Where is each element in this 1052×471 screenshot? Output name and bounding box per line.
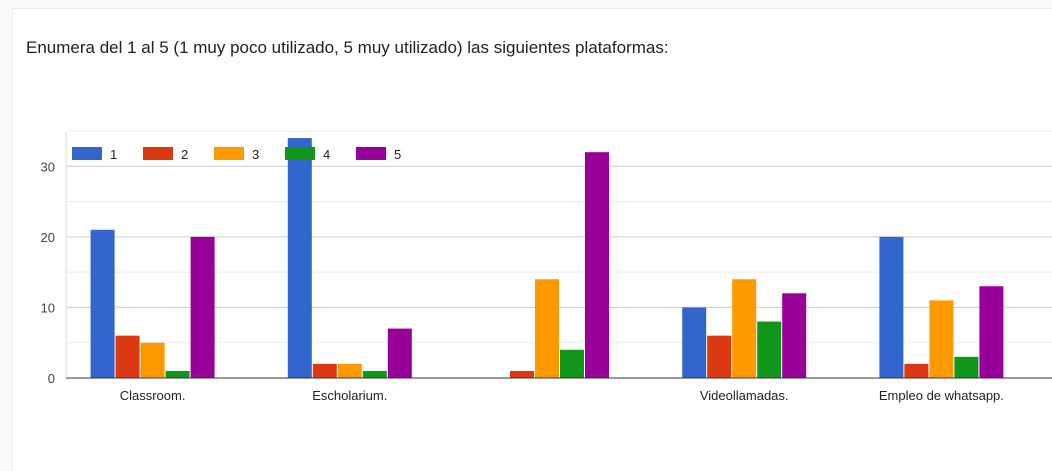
bar-series-1 [90, 229, 115, 378]
bar-series-4 [165, 370, 190, 378]
bar-series-4 [362, 370, 387, 378]
legend: 1 2 3 4 5 [72, 147, 401, 162]
bar-series-3 [929, 300, 954, 378]
bar-series-1 [682, 307, 707, 378]
bar-series-2 [707, 335, 732, 378]
legend-label: 4 [323, 147, 330, 162]
bar-series-5 [782, 293, 807, 378]
legend-swatch [356, 147, 386, 160]
x-axis: Classroom. Escholarium. Videollamadas. Empl… [66, 377, 1052, 403]
bar-series-1 [879, 236, 904, 378]
y-tick-label: 20 [41, 230, 55, 245]
bar-series-5 [190, 236, 215, 378]
legend-label: 5 [394, 147, 401, 162]
x-category-label: Empleo de whatsapp. [879, 388, 1004, 403]
legend-swatch [214, 147, 244, 160]
legend-label: 3 [252, 147, 259, 162]
bar-series-3 [140, 342, 165, 378]
bar-series-3 [535, 279, 559, 378]
bar-series-4 [757, 321, 782, 378]
bar-series-5 [585, 152, 609, 378]
bar-series-5 [979, 286, 1004, 378]
question-card [12, 8, 1052, 471]
legend-swatch [72, 147, 102, 160]
bar-series-3 [732, 279, 757, 378]
legend-swatch [285, 147, 315, 160]
bar-series-2 [115, 335, 140, 378]
y-tick-label: 0 [48, 371, 55, 386]
y-axis-ticks: 0 10 20 30 [41, 159, 55, 386]
bar-series-2 [510, 370, 534, 378]
x-category-label: Classroom. [120, 388, 186, 403]
bar-series-5 [387, 328, 412, 378]
bar-series-2 [312, 363, 337, 378]
legend-label: 2 [181, 147, 188, 162]
y-tick-label: 10 [41, 300, 55, 315]
bar-series-3 [337, 363, 362, 378]
x-category-label: Escholarium. [312, 388, 387, 403]
legend-label: 1 [110, 147, 117, 162]
bar-series-4 [560, 349, 584, 378]
question-title: Enumera del 1 al 5 (1 muy poco utilizado… [26, 38, 669, 57]
x-category-label: Videollamadas. [700, 388, 789, 403]
bars [90, 138, 1004, 378]
bar-series-4 [954, 356, 979, 378]
bar-series-2 [904, 363, 929, 378]
y-tick-label: 30 [41, 159, 55, 174]
legend-swatch [143, 147, 173, 160]
bar-series-1 [287, 138, 312, 378]
